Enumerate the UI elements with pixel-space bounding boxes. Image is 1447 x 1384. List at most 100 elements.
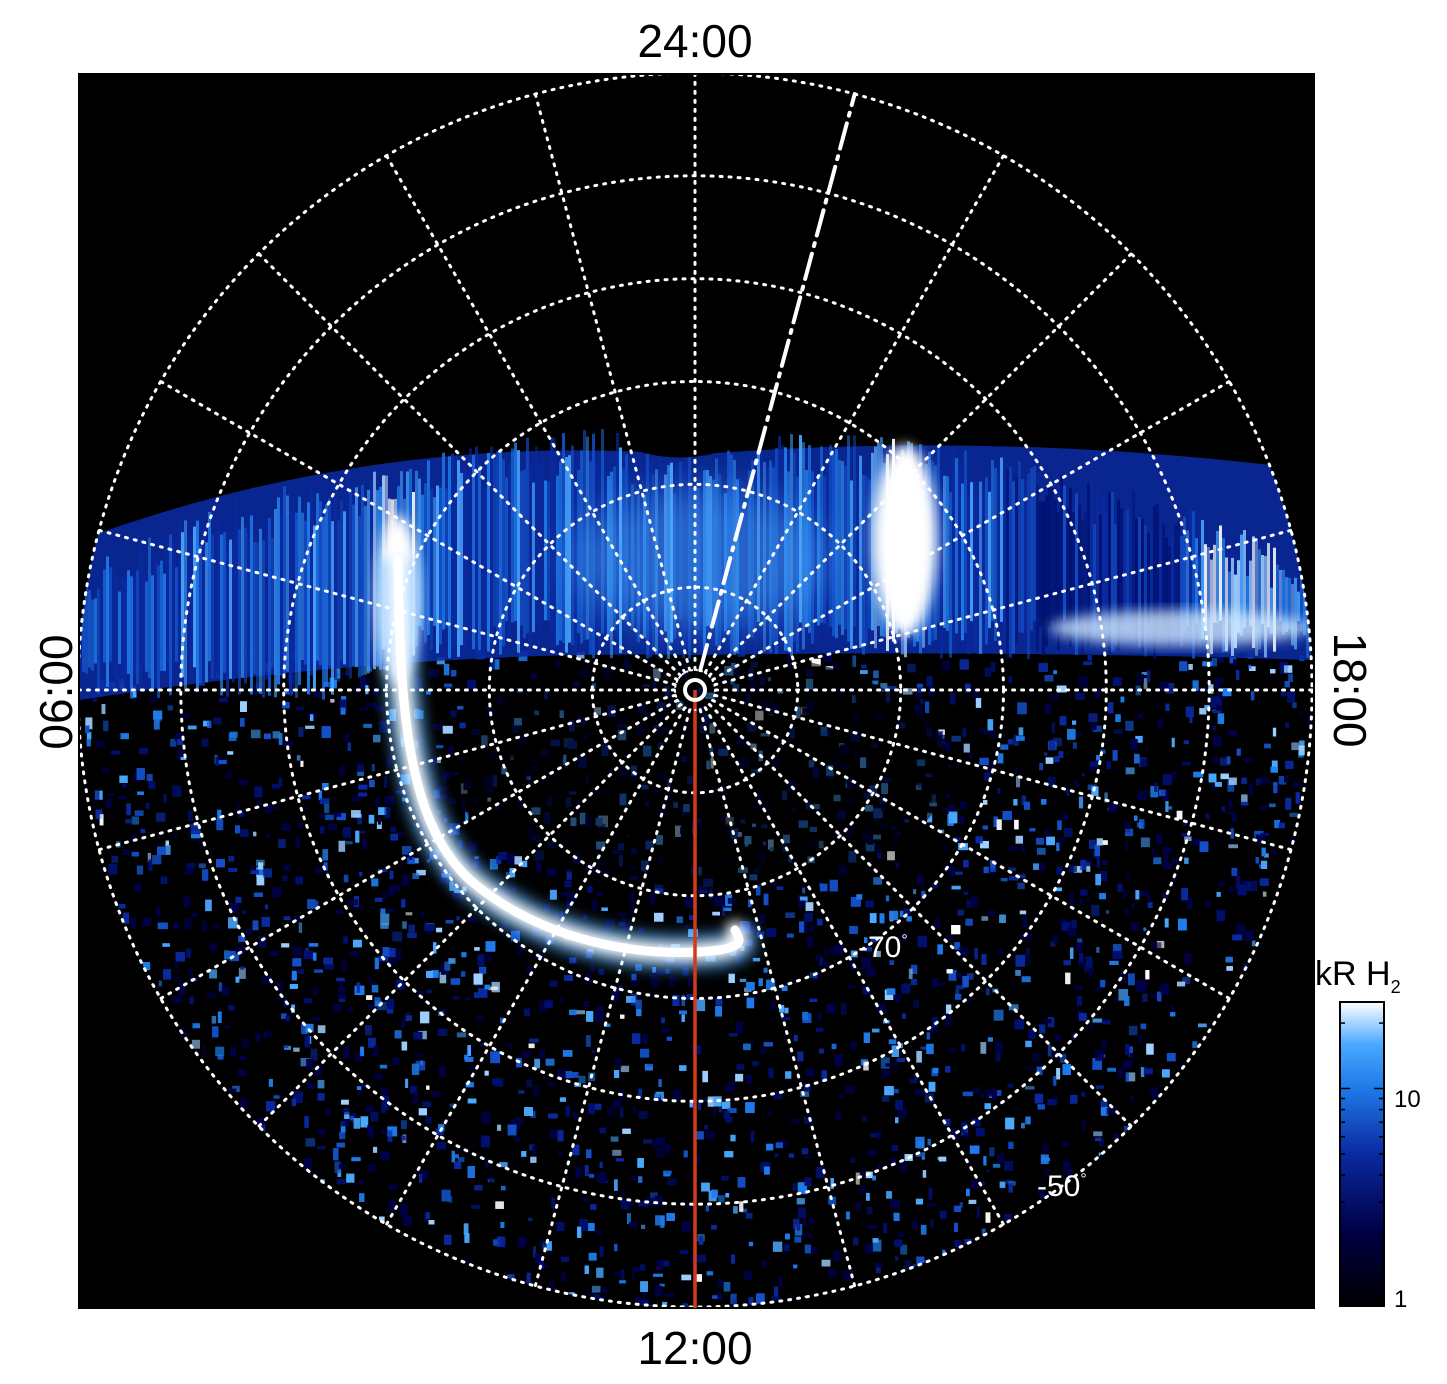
noise-pixel — [793, 1218, 800, 1230]
noise-pixel — [556, 659, 561, 667]
noise-pixel — [883, 1223, 888, 1234]
noise-pixel — [228, 1005, 235, 1011]
noise-pixel — [484, 1160, 489, 1168]
noise-pixel — [1013, 799, 1018, 806]
noise-pixel — [992, 1163, 1001, 1168]
noise-pixel — [457, 706, 464, 710]
noise-pixel — [802, 1218, 807, 1227]
noise-pixel — [1004, 1160, 1014, 1171]
band-streak — [331, 521, 334, 695]
noise-pixel — [1193, 771, 1204, 778]
noise-pixel — [1096, 755, 1101, 761]
band-streak — [112, 569, 115, 674]
noise-pixel — [253, 892, 263, 897]
noise-pixel — [191, 1039, 200, 1049]
noise-pixel — [662, 1301, 668, 1307]
noise-pixel — [926, 1043, 934, 1055]
noise-pixel — [1204, 705, 1210, 710]
noise-pixel — [325, 814, 334, 821]
band-streak — [511, 448, 514, 623]
noise-pixel — [841, 1270, 852, 1282]
noise-pixel — [1080, 860, 1087, 871]
main-auroral-oval — [378, 551, 759, 973]
noise-pixel — [808, 923, 815, 933]
noise-pixel — [1056, 842, 1060, 851]
noise-pixel — [182, 1032, 187, 1040]
noise-pixel — [1138, 1035, 1143, 1043]
noise-pixel — [1214, 782, 1222, 787]
band-streak — [253, 542, 256, 674]
band-streak — [1159, 527, 1162, 631]
noise-pixel — [793, 1034, 798, 1042]
noise-pixel — [575, 1166, 583, 1179]
band-streak — [364, 505, 367, 675]
noise-pixel — [1255, 857, 1259, 864]
noise-pixel — [769, 1000, 776, 1011]
noise-pixel — [863, 947, 872, 952]
noise-pixel — [780, 1016, 791, 1020]
noise-pixel — [524, 1008, 531, 1016]
band-streak — [319, 501, 322, 666]
noise-pixel — [736, 1022, 743, 1034]
band-streak — [1051, 487, 1054, 622]
noise-pixel — [925, 701, 930, 714]
noise-pixel — [272, 731, 281, 739]
noise-pixel — [681, 1274, 692, 1281]
band-streak — [1072, 512, 1075, 623]
noise-pixel — [278, 733, 283, 745]
noise-pixel — [1270, 766, 1278, 773]
noise-pixel — [882, 1075, 888, 1079]
noise-pixel — [1112, 677, 1122, 686]
noise-pixel — [439, 795, 448, 799]
noise-pixel — [1092, 1018, 1103, 1023]
noise-pixel — [333, 1004, 343, 1012]
noise-pixel — [1262, 891, 1267, 897]
noise-pixel — [1069, 893, 1075, 906]
noise-pixel — [227, 769, 233, 775]
band-streak — [1060, 475, 1063, 637]
noise-pixel — [1009, 876, 1019, 881]
band-streak — [484, 488, 487, 645]
noise-pixel — [569, 957, 577, 964]
noise-pixel — [293, 1047, 300, 1052]
noise-pixel — [1077, 961, 1086, 967]
noise-pixel — [296, 755, 301, 761]
noise-pixel — [378, 807, 387, 815]
noise-pixel — [872, 1028, 880, 1033]
noise-pixel — [917, 936, 927, 948]
noise-pixel — [606, 1105, 616, 1117]
noise-pixel — [870, 1133, 879, 1138]
noise-pixel — [281, 1013, 287, 1019]
noise-pixel — [614, 1070, 620, 1078]
band-streak — [505, 477, 508, 621]
band-streak — [91, 599, 94, 671]
noise-pixel — [464, 1056, 474, 1062]
noise-pixel — [1064, 827, 1073, 838]
noise-pixel — [899, 1161, 907, 1172]
noise-pixel — [264, 804, 272, 814]
noise-pixel — [985, 1089, 994, 1097]
noise-pixel — [778, 1276, 783, 1288]
noise-pixel — [351, 810, 361, 818]
noise-pixel — [336, 813, 346, 821]
band-streak — [217, 522, 220, 677]
noise-pixel — [752, 1061, 759, 1066]
noise-pixel — [916, 684, 923, 688]
band-streak — [976, 491, 979, 651]
meridian-line — [385, 706, 687, 1226]
noise-pixel — [712, 1109, 717, 1117]
noise-pixel — [655, 1137, 665, 1146]
noise-pixel — [627, 1201, 634, 1206]
band-streak — [1024, 479, 1027, 635]
noise-pixel — [136, 865, 144, 875]
noise-pixel — [564, 880, 572, 888]
noise-pixel — [238, 935, 246, 942]
noise-pixel — [439, 972, 447, 984]
noise-pixel — [398, 831, 404, 837]
noise-pixel — [631, 1175, 636, 1180]
noise-pixel — [1100, 979, 1106, 988]
noise-pixel — [293, 915, 301, 921]
noise-pixel — [371, 878, 379, 887]
noise-pixel — [1168, 806, 1173, 810]
noise-pixel — [134, 810, 144, 816]
